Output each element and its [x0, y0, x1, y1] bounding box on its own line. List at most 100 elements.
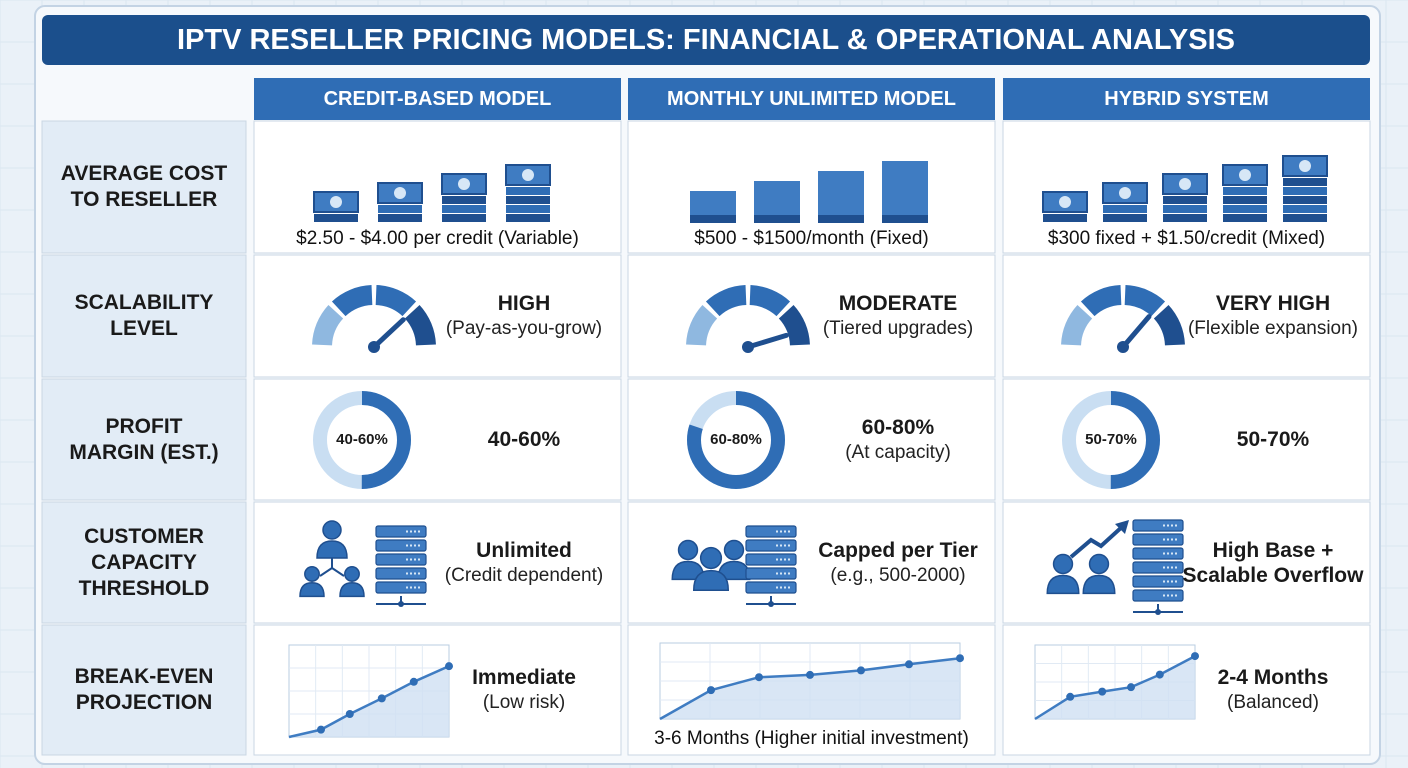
mini-chart-dot: [806, 670, 814, 679]
row-label-bg: [41, 501, 247, 624]
bill-layer: [1043, 214, 1087, 222]
bill-layer: [314, 214, 358, 222]
mini-chart-dot: [1127, 683, 1135, 692]
mini-chart-dot: [857, 666, 865, 675]
column-header: MONTHLY UNLIMITED MODEL: [667, 88, 956, 110]
bill-layer: [1163, 196, 1207, 204]
bar-icon: [818, 171, 864, 223]
person-head: [322, 520, 342, 540]
bill-layer: [1223, 205, 1267, 213]
bill-layer: [442, 205, 486, 213]
row-label-bg: [41, 254, 247, 378]
mini-chart-dot: [1066, 692, 1075, 701]
person-head: [1088, 553, 1110, 575]
title: IPTV RESELLER PRICING MODELS: FINANCIAL …: [176, 24, 1236, 56]
person-head: [723, 539, 745, 561]
note: (Tiered upgrades): [822, 318, 974, 339]
gauge-needle: [745, 332, 789, 350]
mini-chart-line: [1034, 654, 1196, 721]
row-label: PROFIT: [105, 414, 183, 438]
value: 50-70%: [1236, 428, 1310, 451]
bill-layer: [1283, 214, 1327, 222]
server-unit: [375, 525, 427, 538]
bill-coin: [458, 178, 470, 190]
bill-layer: [1163, 205, 1207, 213]
bill-layer: [378, 205, 422, 213]
mini-chart-area: [289, 666, 449, 737]
gauge-segment: [375, 285, 417, 317]
bill-layer: [506, 214, 550, 222]
bill-layer: [378, 214, 422, 222]
bar-icon-base: [882, 215, 928, 223]
server-unit: [1132, 561, 1184, 574]
link: [319, 558, 345, 577]
gauge-segment: [705, 285, 747, 317]
mini-chart-dot: [445, 662, 453, 671]
bill-layer: [1103, 205, 1147, 213]
row-label: AVERAGE COST: [60, 162, 228, 185]
column-header: CREDIT-BASED MODEL: [323, 88, 552, 110]
bar-icon-base: [754, 215, 800, 223]
row-label-bg: [41, 624, 247, 756]
column-header-bg: [1003, 78, 1370, 120]
person-body: [299, 582, 325, 598]
cell-bg: [1002, 254, 1371, 378]
bar-icon: [882, 161, 928, 223]
row-label: CUSTOMER: [84, 524, 204, 548]
caption: $300 fixed + $1.50/credit (Mixed): [1047, 228, 1326, 249]
gauge-segment: [312, 304, 344, 346]
cell-bg: [627, 120, 996, 254]
bar-icon-base: [690, 215, 736, 223]
value: Scalable Overflow: [1182, 563, 1364, 587]
server-unit: [375, 567, 427, 580]
row-label: SCALABILITY: [74, 291, 214, 314]
server-unit: [745, 567, 797, 580]
gauge-segment: [778, 304, 810, 346]
server-unit: [745, 553, 797, 566]
caption: $500 - $1500/month (Fixed): [694, 228, 929, 249]
mini-chart-line: [288, 665, 450, 739]
server-unit: [375, 553, 427, 566]
bill-layer: [506, 205, 550, 213]
value: HIGH: [497, 292, 551, 315]
note: (Balanced): [1227, 692, 1319, 713]
value: VERY HIGH: [1215, 292, 1331, 315]
value: 40-60%: [487, 428, 561, 451]
mini-chart-dot: [377, 694, 386, 703]
bill-layer: [1163, 214, 1207, 222]
bill-layer: [506, 187, 550, 195]
mini-chart-dot: [345, 710, 354, 718]
gauge-hub: [1117, 341, 1129, 353]
note: (Credit dependent): [444, 564, 604, 586]
bill-layer: [1223, 196, 1267, 204]
person-body: [1082, 574, 1116, 595]
value: 2-4 Months: [1217, 666, 1329, 689]
mini-chart-dot: [317, 725, 325, 734]
bill-coin: [1299, 160, 1311, 172]
growth-arrow-head: [1115, 520, 1129, 534]
person-body: [316, 540, 348, 559]
note: (Flexible expansion): [1187, 318, 1359, 339]
value: MODERATE: [838, 292, 958, 315]
server-node: [768, 601, 774, 607]
gauge-hub: [742, 341, 754, 353]
note: (e.g., 500-2000): [830, 564, 966, 586]
server-unit: [745, 525, 797, 538]
donut-label: 50-70%: [1085, 431, 1137, 448]
bill-layer: [1103, 214, 1147, 222]
row-label: MARGIN (EST.): [69, 440, 219, 464]
cell-bg: [253, 254, 622, 378]
gauge-segment: [1124, 285, 1166, 317]
person-body: [1046, 574, 1080, 595]
server-unit: [1132, 533, 1184, 546]
row-label: LEVEL: [110, 317, 178, 340]
bill-coin: [1119, 187, 1131, 199]
bill-coin: [330, 196, 342, 208]
column-header-bg: [628, 78, 995, 120]
bill-layer: [506, 196, 550, 204]
bill-coin: [1059, 196, 1071, 208]
mini-chart-dot: [1191, 652, 1199, 661]
donut-label: 40-60%: [336, 431, 388, 448]
cell-bg: [627, 254, 996, 378]
